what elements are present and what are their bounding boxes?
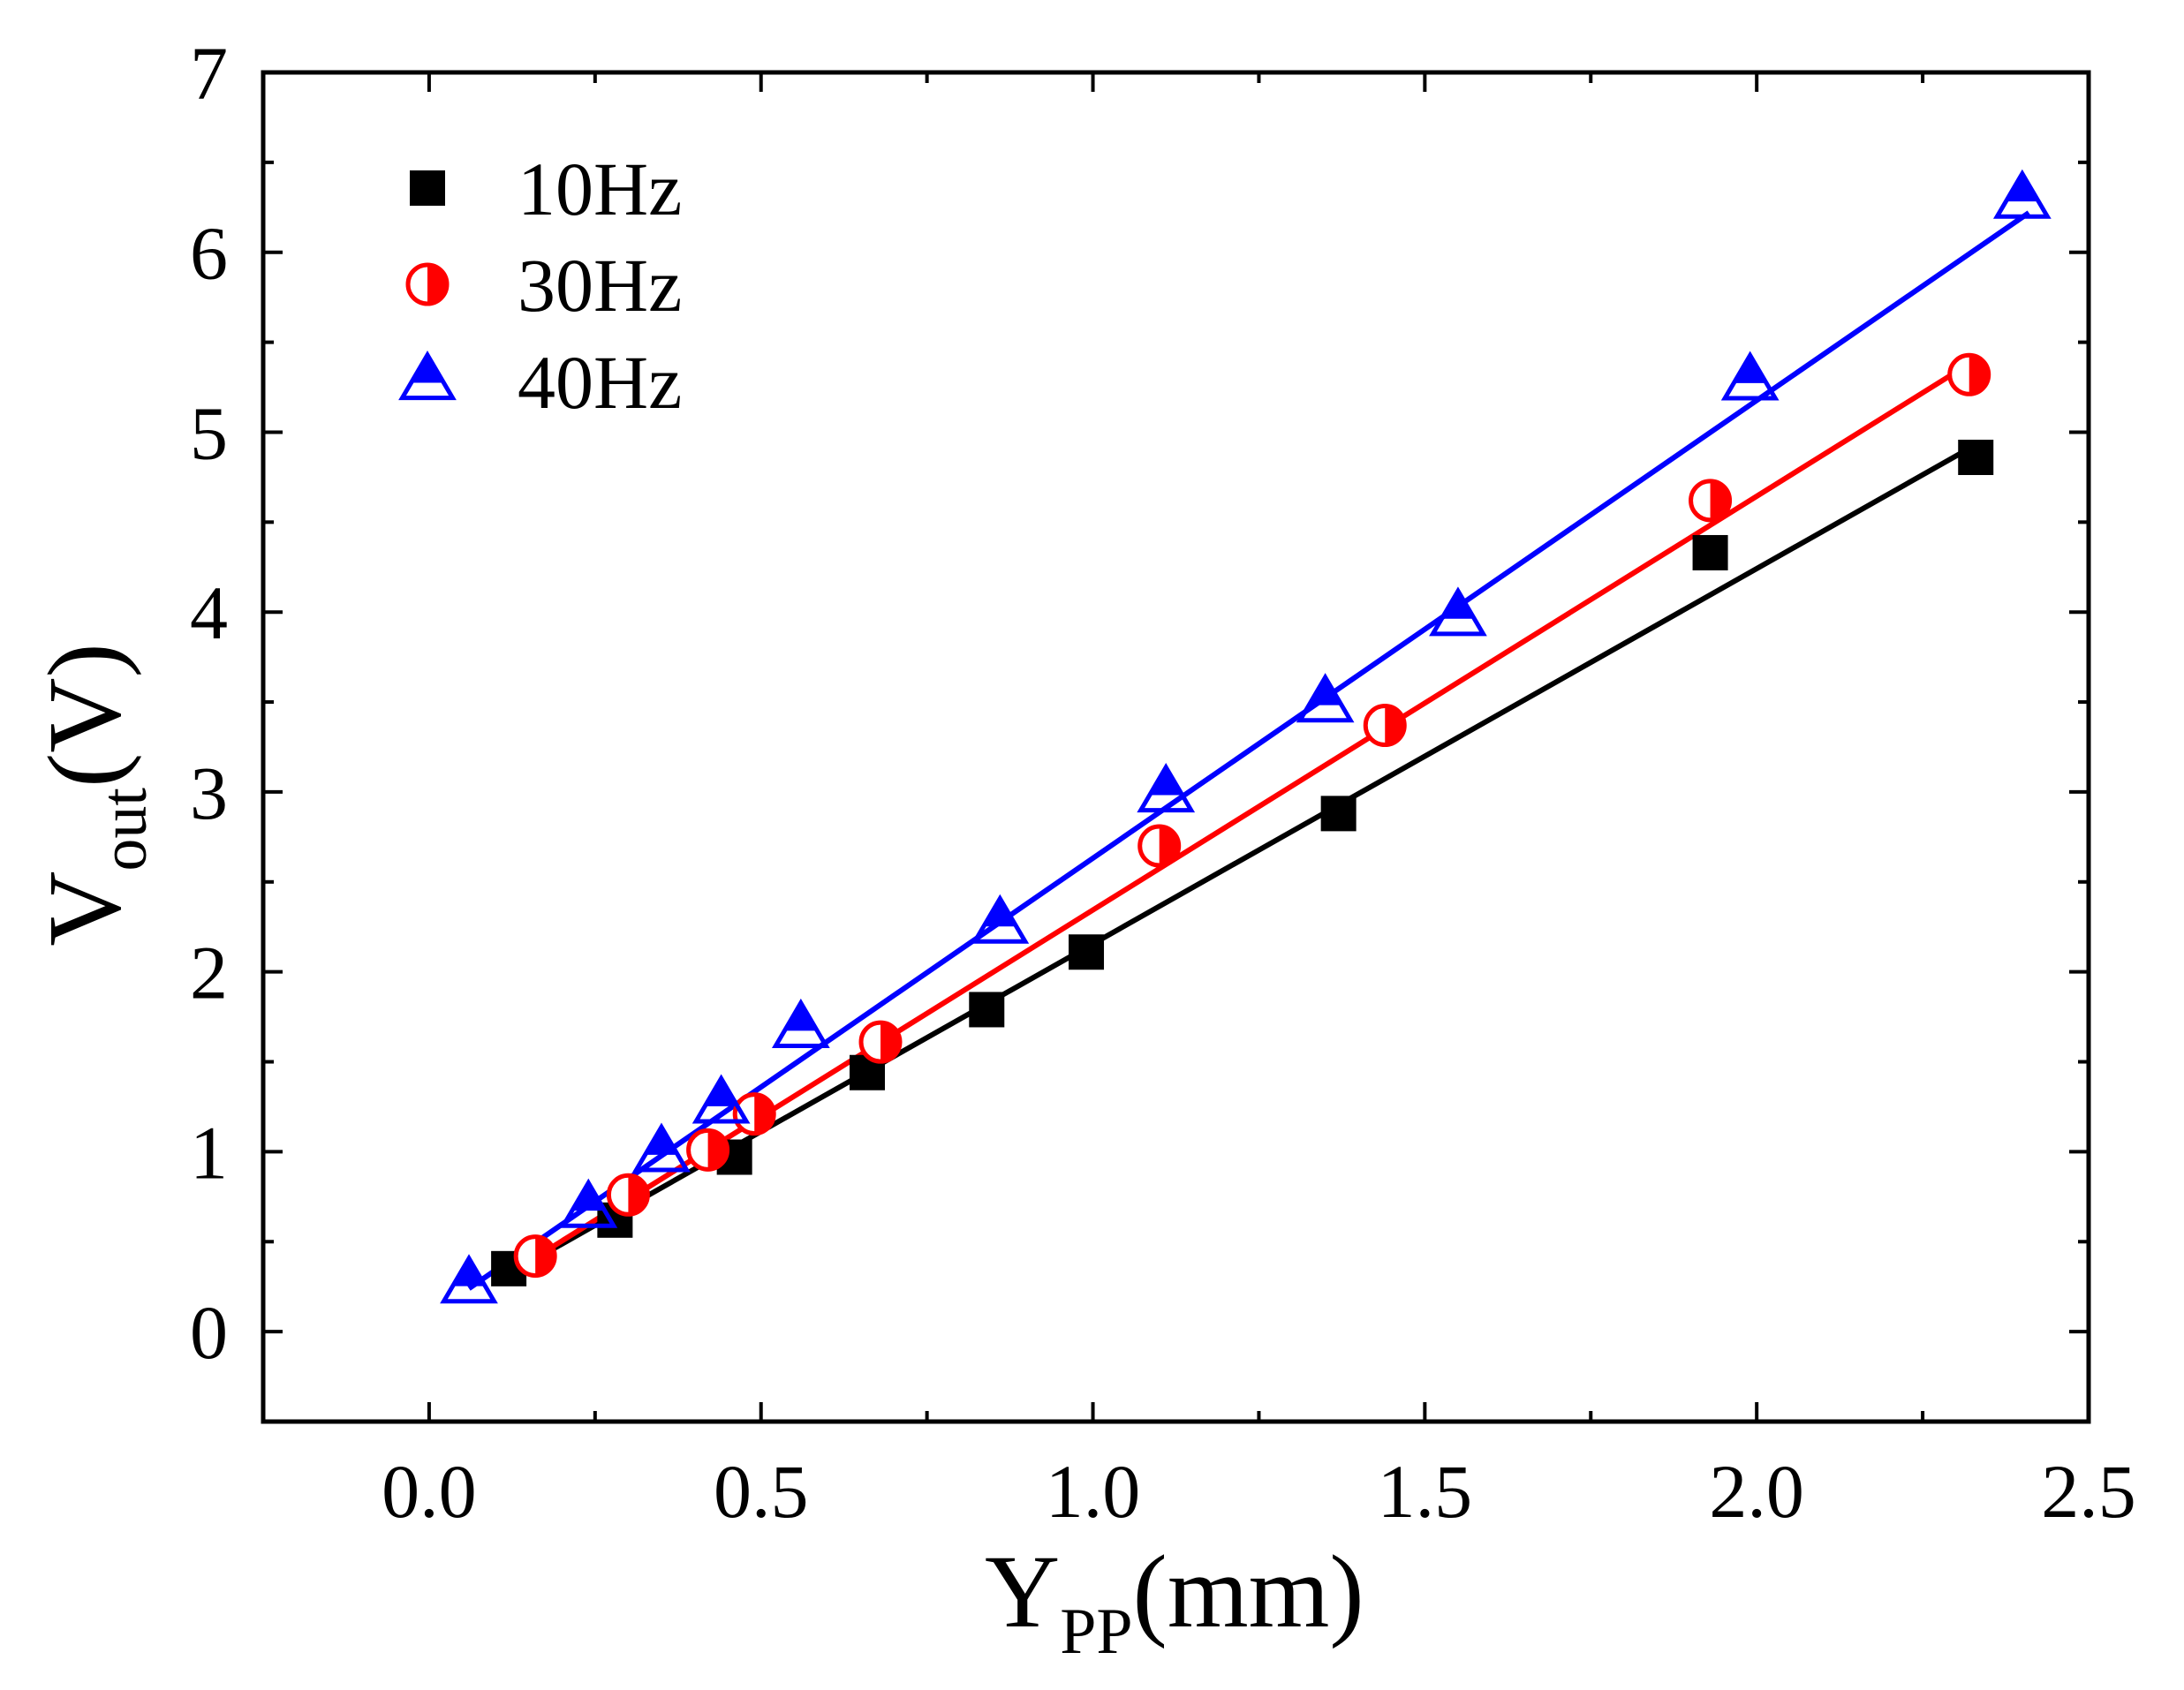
point-40Hz xyxy=(1429,586,1487,637)
x-tick-label: 1.0 xyxy=(1046,1449,1141,1534)
point-40Hz xyxy=(559,1178,618,1228)
y-tick-label: 1 xyxy=(190,1110,228,1195)
y-tick-label: 3 xyxy=(190,751,228,835)
point-10Hz xyxy=(1069,934,1105,970)
data-markers xyxy=(440,169,2052,1304)
x-axis-title-main: Y xyxy=(985,1534,1060,1649)
axis-tick-labels: 0.0 0.5 1.0 1.5 2.0 2.5 0 1 2 3 4 5 6 7 xyxy=(190,31,2136,1534)
y-axis-title: Vout(V) xyxy=(26,643,161,947)
x-tick-label: 2.5 xyxy=(2041,1449,2136,1534)
point-10Hz xyxy=(1958,439,1994,475)
point-30Hz xyxy=(606,1173,650,1217)
point-30Hz xyxy=(858,1020,903,1064)
x-axis-title-sub: PP xyxy=(1060,1596,1132,1668)
point-40Hz xyxy=(1992,169,2052,219)
point-30Hz xyxy=(513,1234,557,1279)
point-40Hz xyxy=(1137,763,1196,813)
point-40Hz xyxy=(1720,351,1780,401)
legend-label: 10Hz xyxy=(518,147,682,231)
y-tick-label: 0 xyxy=(190,1290,228,1375)
point-30Hz xyxy=(732,1092,776,1136)
legend-marker-10Hz xyxy=(410,170,445,206)
point-30Hz xyxy=(1689,479,1733,523)
legend-marker-40Hz xyxy=(398,351,457,401)
point-40Hz xyxy=(691,1074,751,1124)
point-40Hz xyxy=(771,998,830,1048)
point-30Hz xyxy=(1947,352,1991,396)
point-10Hz xyxy=(1320,796,1356,832)
point-30Hz xyxy=(1137,824,1182,868)
y-tick-label: 4 xyxy=(190,570,228,655)
y-tick-label: 5 xyxy=(190,390,228,475)
y-axis-title-sub: out xyxy=(88,788,161,871)
point-10Hz xyxy=(1692,534,1728,570)
point-40Hz xyxy=(440,1254,498,1304)
x-axis-title: YPP(mm) xyxy=(985,1534,1364,1668)
point-30Hz xyxy=(686,1128,730,1172)
point-40Hz xyxy=(971,894,1030,944)
point-30Hz xyxy=(1363,704,1407,748)
legend-label: 40Hz xyxy=(518,340,682,425)
plot-frame xyxy=(261,70,2091,1424)
legend-label: 30Hz xyxy=(518,243,682,328)
y-tick-label: 6 xyxy=(190,211,228,296)
point-10Hz xyxy=(969,992,1005,1028)
x-axis-title-unit: (mm) xyxy=(1133,1534,1364,1649)
x-tick-label: 2.0 xyxy=(1709,1449,1804,1534)
point-40Hz xyxy=(1296,673,1355,723)
legend: 10Hz 30Hz 40Hz xyxy=(398,147,682,425)
fit-line-40Hz xyxy=(467,210,2031,1291)
legend-marker-30Hz xyxy=(405,262,450,306)
y-axis-title-main: V xyxy=(26,871,142,947)
y-tick-label: 7 xyxy=(190,31,228,116)
fit-line-30Hz xyxy=(507,361,1971,1277)
point-40Hz xyxy=(632,1122,691,1173)
x-tick-label: 1.5 xyxy=(1378,1449,1473,1534)
x-tick-label: 0.5 xyxy=(714,1449,809,1534)
y-axis-title-unit: (V) xyxy=(26,643,142,788)
axis-ticks xyxy=(261,71,2090,1423)
fit-lines xyxy=(467,210,2031,1291)
y-tick-label: 2 xyxy=(190,931,228,1015)
x-tick-label: 0.0 xyxy=(382,1449,477,1534)
fit-line-10Hz xyxy=(507,442,1977,1277)
